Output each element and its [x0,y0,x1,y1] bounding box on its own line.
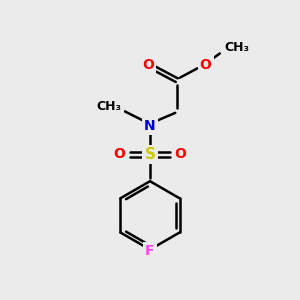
Text: O: O [175,148,187,161]
Text: N: N [144,119,156,133]
Text: F: F [145,244,155,258]
Text: O: O [200,58,211,72]
Text: CH₃: CH₃ [97,100,122,113]
Text: S: S [145,147,155,162]
Text: CH₃: CH₃ [224,41,249,54]
Text: O: O [113,148,125,161]
Text: O: O [142,58,154,72]
